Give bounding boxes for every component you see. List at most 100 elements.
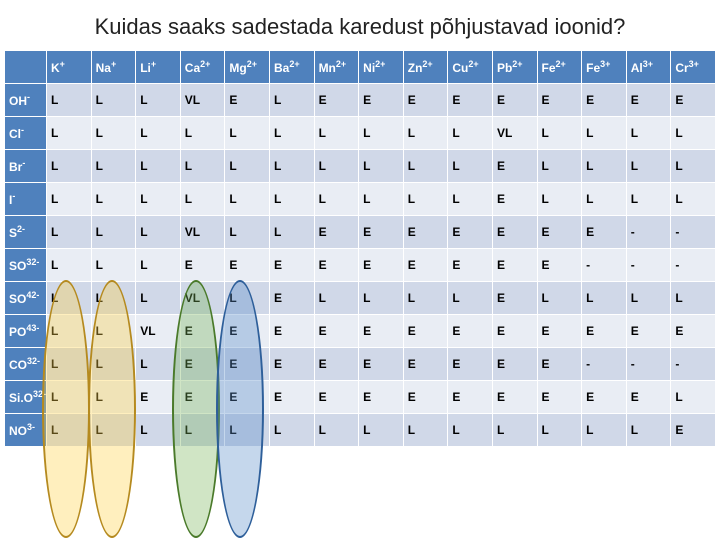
anion-header: Br-: [5, 150, 47, 183]
cell: L: [403, 150, 448, 183]
cell: E: [537, 216, 582, 249]
cell: L: [671, 381, 716, 414]
cell: E: [537, 348, 582, 381]
cell: L: [136, 348, 181, 381]
cell: E: [448, 348, 493, 381]
cell: -: [671, 216, 716, 249]
table-row: CO32-LLLEEEEEEEEE---: [5, 348, 716, 381]
cell: L: [136, 216, 181, 249]
anion-header: Cl-: [5, 117, 47, 150]
cell: L: [47, 348, 92, 381]
cation-header: Cr3+: [671, 51, 716, 84]
cell: E: [136, 381, 181, 414]
cell: E: [492, 348, 537, 381]
cation-header: Fe3+: [582, 51, 627, 84]
cell: L: [314, 282, 359, 315]
cell: L: [136, 249, 181, 282]
cell: L: [225, 183, 270, 216]
cell: L: [448, 183, 493, 216]
cell: E: [359, 348, 404, 381]
cell: E: [403, 84, 448, 117]
cell: L: [225, 216, 270, 249]
corner-cell: [5, 51, 47, 84]
cation-header: Al3+: [626, 51, 671, 84]
cell: L: [359, 117, 404, 150]
table-row: SO42-LLLVLLELLLLELLLL: [5, 282, 716, 315]
cell: L: [492, 414, 537, 447]
cell: E: [492, 381, 537, 414]
anion-header: PO43-: [5, 315, 47, 348]
cell: E: [314, 315, 359, 348]
cell: L: [47, 249, 92, 282]
cell: L: [626, 282, 671, 315]
cell: E: [671, 84, 716, 117]
cell: L: [626, 414, 671, 447]
cation-header: Li+: [136, 51, 181, 84]
cell: L: [448, 414, 493, 447]
table-body: OH-LLLVLELEEEEEEEEECl-LLLLLLLLLLVLLLLLBr…: [5, 84, 716, 447]
cell: E: [492, 183, 537, 216]
cation-header: Fe2+: [537, 51, 582, 84]
cell: E: [359, 249, 404, 282]
cell: E: [448, 315, 493, 348]
cell: L: [582, 183, 627, 216]
cell: L: [180, 117, 225, 150]
cell: L: [136, 150, 181, 183]
cell: L: [314, 117, 359, 150]
cell: L: [180, 183, 225, 216]
cell: L: [225, 117, 270, 150]
cell: -: [626, 348, 671, 381]
cell: L: [403, 183, 448, 216]
anion-header: I-: [5, 183, 47, 216]
cell: E: [403, 348, 448, 381]
cation-header: Cu2+: [448, 51, 493, 84]
cell: E: [314, 381, 359, 414]
cell: L: [582, 150, 627, 183]
header-row: K+Na+Li+Ca2+Mg2+Ba2+Mn2+Ni2+Zn2+Cu2+Pb2+…: [5, 51, 716, 84]
cell: L: [269, 183, 314, 216]
anion-header: SO42-: [5, 282, 47, 315]
cell: L: [180, 414, 225, 447]
cell: L: [269, 117, 314, 150]
cell: VL: [180, 282, 225, 315]
anion-header: CO32-: [5, 348, 47, 381]
cell: E: [448, 249, 493, 282]
cell: L: [314, 150, 359, 183]
table-row: NO3-LLLLLLLLLLLLLLE: [5, 414, 716, 447]
cell: L: [91, 381, 136, 414]
cell: -: [582, 348, 627, 381]
cell: L: [582, 117, 627, 150]
cell: E: [448, 381, 493, 414]
cell: E: [448, 216, 493, 249]
cell: E: [582, 381, 627, 414]
cell: L: [225, 414, 270, 447]
table-row: OH-LLLVLELEEEEEEEEE: [5, 84, 716, 117]
cell: L: [91, 84, 136, 117]
cell: L: [448, 282, 493, 315]
cell: VL: [492, 117, 537, 150]
cell: L: [47, 381, 92, 414]
cell: L: [269, 150, 314, 183]
anion-header: SO32-: [5, 249, 47, 282]
cell: L: [359, 414, 404, 447]
cell: E: [180, 381, 225, 414]
cell: L: [91, 150, 136, 183]
cell: L: [626, 150, 671, 183]
cell: L: [91, 216, 136, 249]
cell: E: [180, 315, 225, 348]
cell: L: [91, 117, 136, 150]
cell: E: [537, 249, 582, 282]
cell: E: [492, 282, 537, 315]
cell: L: [671, 150, 716, 183]
cell: E: [225, 84, 270, 117]
cell: E: [180, 249, 225, 282]
cation-header: Ca2+: [180, 51, 225, 84]
cell: L: [269, 84, 314, 117]
cell: E: [492, 315, 537, 348]
cell: -: [582, 249, 627, 282]
cell: E: [582, 216, 627, 249]
cell: E: [403, 216, 448, 249]
cell: L: [136, 84, 181, 117]
cell: E: [626, 315, 671, 348]
cell: VL: [136, 315, 181, 348]
